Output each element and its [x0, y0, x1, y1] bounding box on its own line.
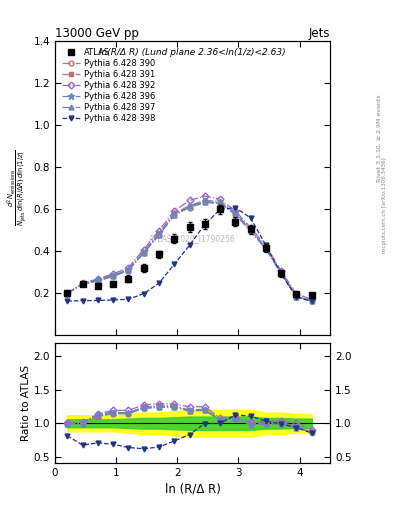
Text: mcplots.cern.ch [arXiv:1306.3436]: mcplots.cern.ch [arXiv:1306.3436]	[382, 157, 387, 252]
Text: Rivet 3.1.10, ≥ 2.9M events: Rivet 3.1.10, ≥ 2.9M events	[377, 94, 382, 182]
X-axis label: ln (R/Δ R): ln (R/Δ R)	[165, 482, 220, 496]
Legend: ATLAS, Pythia 6.428 390, Pythia 6.428 391, Pythia 6.428 392, Pythia 6.428 396, P: ATLAS, Pythia 6.428 390, Pythia 6.428 39…	[59, 45, 158, 125]
Y-axis label: Ratio to ATLAS: Ratio to ATLAS	[21, 365, 31, 441]
Text: ATLAS_2020_I1790256: ATLAS_2020_I1790256	[149, 233, 236, 243]
Text: ln(R/Δ R) (Lund plane 2.36<ln(1/z)<2.63): ln(R/Δ R) (Lund plane 2.36<ln(1/z)<2.63)	[99, 48, 286, 57]
Text: Jets: Jets	[309, 27, 330, 40]
Y-axis label: $\frac{d^2 N_\mathrm{emissions}}{N_\mathrm{jets}\,d\ln(R/\Delta R)\,d\ln(1/z)}$: $\frac{d^2 N_\mathrm{emissions}}{N_\math…	[6, 150, 29, 226]
Text: 13000 GeV pp: 13000 GeV pp	[55, 27, 139, 40]
